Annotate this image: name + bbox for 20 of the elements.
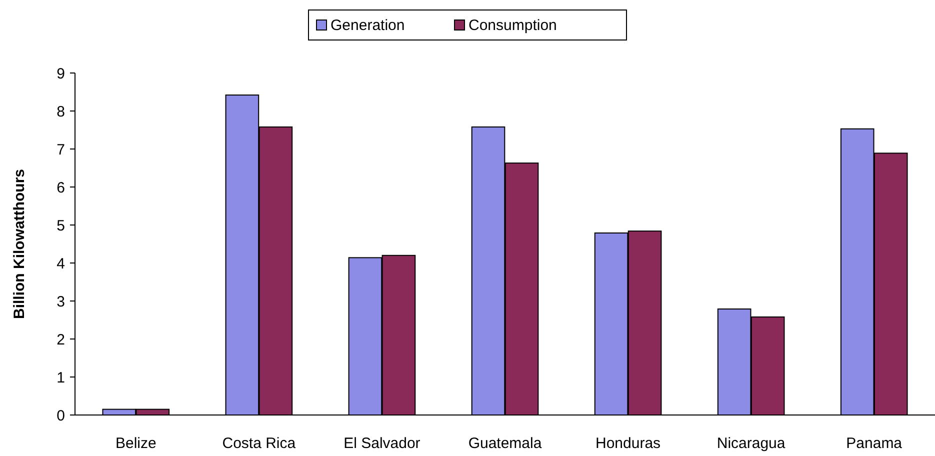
- x-tick-label: Guatemala: [468, 435, 542, 452]
- y-tick-label: 3: [56, 293, 65, 310]
- x-tick-label: Honduras: [596, 435, 661, 452]
- y-tick-label: 9: [56, 65, 65, 82]
- x-tick-label: Costa Rica: [222, 435, 296, 452]
- y-tick-label: 6: [56, 179, 65, 196]
- x-tick-label: Nicaragua: [716, 435, 786, 452]
- y-tick-label: 8: [56, 103, 65, 120]
- x-tick-label: Panama: [846, 435, 903, 452]
- y-tick-label: 0: [56, 407, 65, 424]
- y-tick-label: 1: [56, 369, 65, 386]
- y-axis-title: Billion Kilowatthours: [11, 169, 28, 319]
- x-tick-label: Belize: [115, 435, 156, 452]
- legend-label: Consumption: [468, 17, 557, 34]
- x-tick-label: El Salvador: [344, 435, 420, 452]
- y-tick-label: 4: [56, 255, 65, 272]
- y-tick-label: 2: [56, 331, 65, 348]
- y-tick-label: 7: [56, 141, 65, 158]
- legend-label: Generation: [330, 17, 405, 34]
- y-tick-label: 5: [56, 217, 65, 234]
